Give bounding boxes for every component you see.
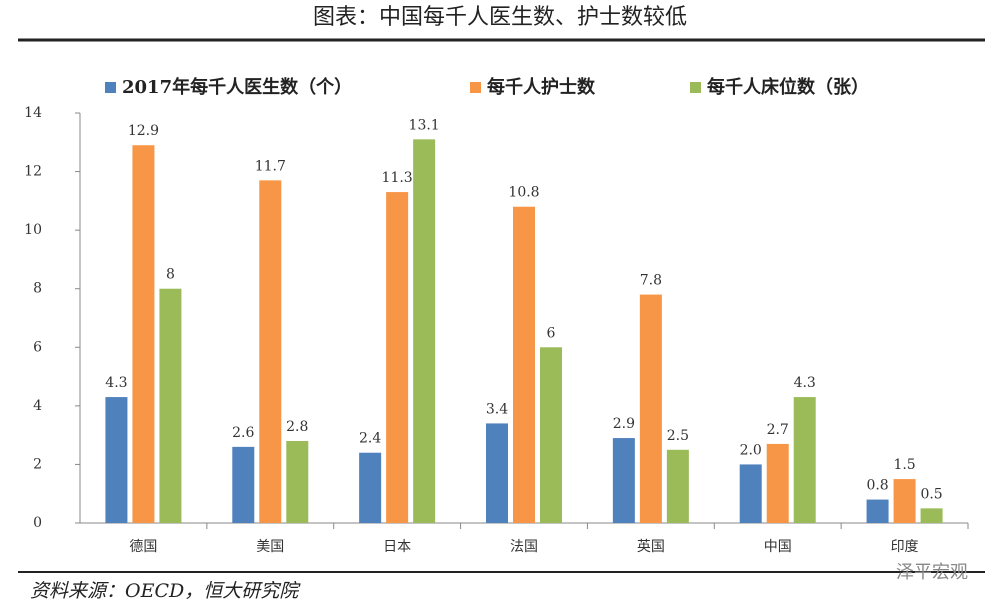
bar — [793, 397, 816, 523]
x-tick-label: 英国 — [637, 538, 665, 555]
bar — [540, 347, 562, 523]
y-tick-label: 0 — [33, 515, 42, 531]
y-tick-label: 6 — [33, 339, 42, 355]
x-tick-label: 印度 — [891, 539, 919, 555]
value-label: 3.4 — [486, 401, 508, 417]
x-tick-label: 日本 — [383, 539, 411, 555]
y-tick-label: 14 — [24, 105, 42, 121]
bar — [739, 464, 762, 523]
value-label: 11.3 — [382, 170, 413, 186]
x-tick-label: 中国 — [764, 539, 792, 555]
bar — [766, 443, 789, 523]
legend-swatch — [105, 82, 116, 93]
value-label: 4.3 — [794, 375, 816, 391]
bar — [286, 441, 309, 523]
value-label: 4.3 — [105, 375, 127, 391]
bar — [259, 180, 282, 523]
value-label: 6 — [547, 325, 556, 341]
y-tick-label: 4 — [33, 398, 42, 414]
value-label: 11.7 — [255, 158, 286, 174]
y-tick-label: 10 — [24, 222, 42, 238]
legend-label: 2017年每千人医生数（个） — [122, 76, 352, 98]
bar — [893, 479, 916, 523]
bar — [639, 294, 662, 523]
bar — [666, 449, 689, 523]
value-label: 2.4 — [359, 431, 381, 447]
value-label: 2.7 — [767, 422, 789, 438]
bar — [612, 438, 635, 523]
legend-swatch — [690, 82, 701, 93]
bar — [866, 499, 889, 523]
source: 资料来源：OECD，恒大研究院 — [30, 580, 301, 602]
bar — [105, 397, 128, 523]
bar — [359, 452, 382, 523]
bar — [132, 145, 155, 523]
value-label: 8 — [166, 267, 175, 283]
legend-swatch — [470, 82, 481, 93]
value-label: 0.8 — [866, 478, 888, 494]
value-label: 13.1 — [409, 117, 440, 133]
bar — [159, 288, 182, 523]
x-tick-label: 德国 — [129, 539, 157, 555]
value-label: 2.6 — [232, 425, 254, 441]
legend-label: 每千人护士数 — [487, 76, 596, 98]
value-label: 2.0 — [740, 442, 762, 458]
value-label: 12.9 — [128, 123, 159, 139]
bar — [513, 206, 535, 523]
x-tick-label: 法国 — [510, 539, 538, 555]
legend-label: 每千人床位数（张） — [707, 76, 869, 98]
x-tick-label: 美国 — [256, 539, 284, 555]
chart-title: 图表：中国每千人医生数、护士数较低 — [313, 5, 687, 30]
y-tick-label: 12 — [24, 164, 42, 180]
y-tick-label: 2 — [33, 456, 42, 472]
watermark: 泽平宏观 — [896, 562, 968, 583]
bar — [386, 192, 409, 524]
value-label: 10.8 — [508, 185, 539, 201]
value-label: 0.5 — [920, 486, 942, 502]
value-label: 2.8 — [286, 419, 308, 435]
value-label: 2.5 — [667, 428, 689, 444]
value-label: 7.8 — [640, 273, 662, 289]
bar — [232, 446, 255, 523]
value-label: 1.5 — [893, 457, 915, 473]
y-tick-label: 8 — [33, 281, 42, 297]
bar — [413, 139, 436, 523]
value-label: 2.9 — [613, 416, 635, 432]
bar — [486, 423, 508, 523]
bar — [920, 508, 943, 523]
